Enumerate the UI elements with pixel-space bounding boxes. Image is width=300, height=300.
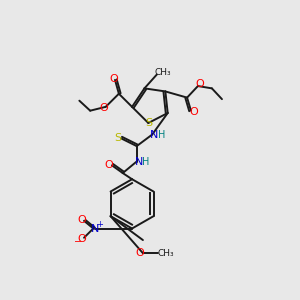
Text: CH₃: CH₃ <box>155 68 171 77</box>
Text: H: H <box>158 130 165 140</box>
Text: CH₃: CH₃ <box>157 249 174 258</box>
Text: S: S <box>115 133 122 142</box>
Text: O: O <box>190 107 198 117</box>
Text: O: O <box>109 74 118 84</box>
Text: O: O <box>99 103 108 112</box>
Text: O: O <box>196 79 205 89</box>
Text: N: N <box>91 224 99 233</box>
Text: O: O <box>135 248 144 258</box>
Text: O: O <box>104 160 113 170</box>
Text: S: S <box>145 118 152 128</box>
Text: O: O <box>77 233 86 244</box>
Text: +: + <box>96 220 103 229</box>
Text: N: N <box>135 157 143 166</box>
Text: −: − <box>74 237 82 248</box>
Text: O: O <box>77 215 86 225</box>
Text: N: N <box>150 130 159 140</box>
Text: H: H <box>142 157 150 167</box>
